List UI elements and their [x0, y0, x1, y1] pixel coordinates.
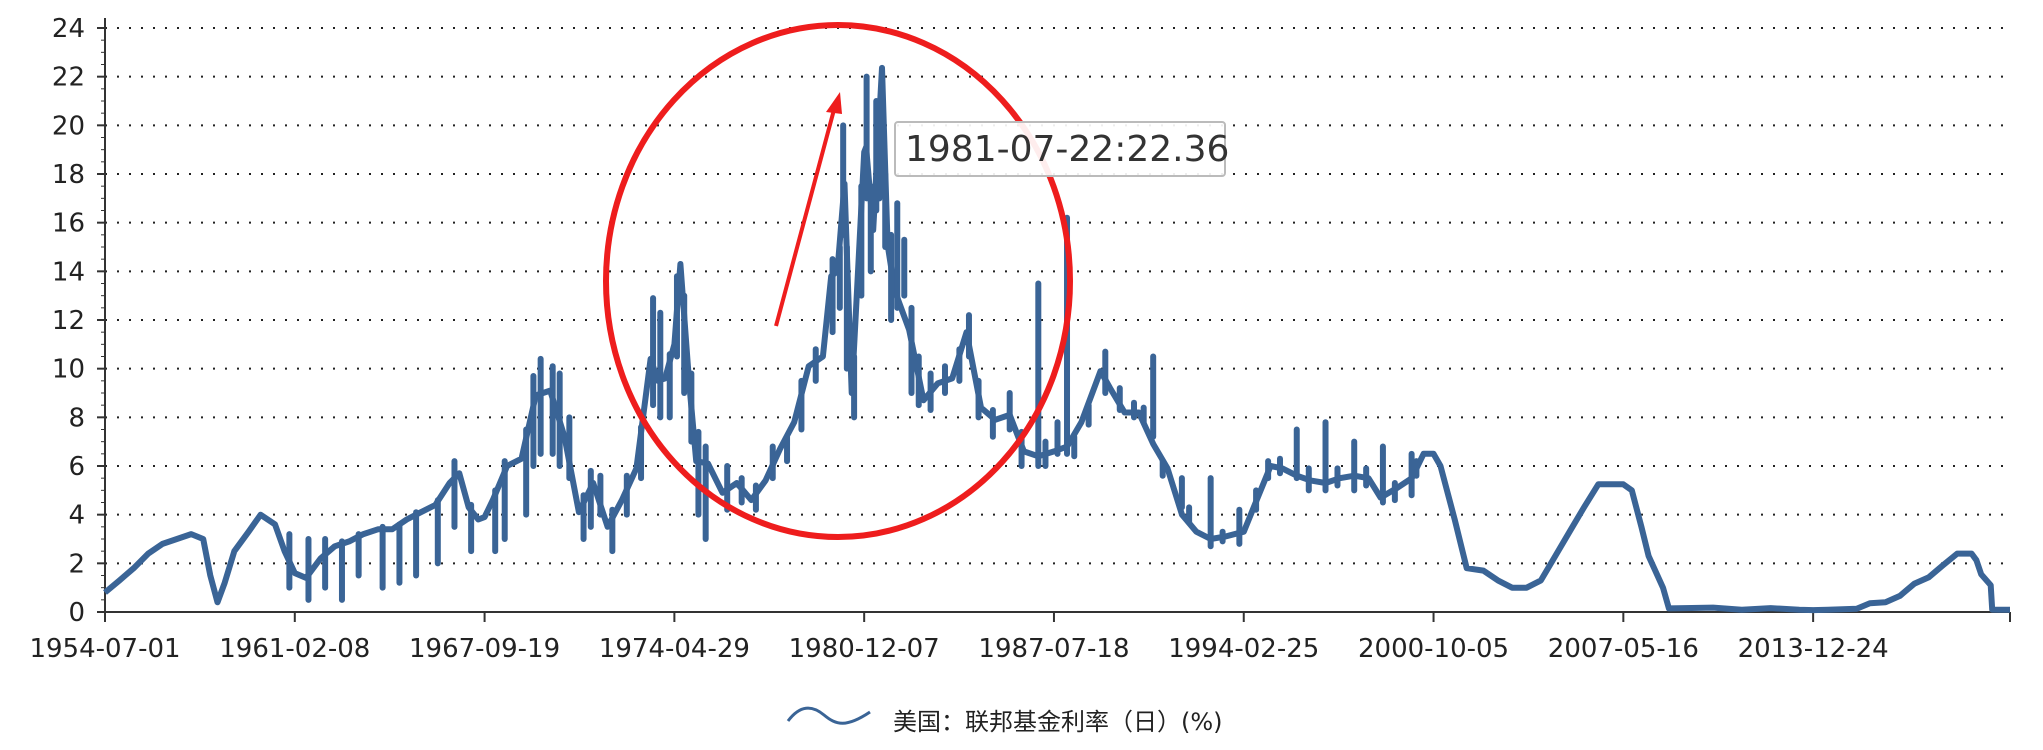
legend[interactable]: 美国：联邦基金利率（日）(%): [786, 706, 1223, 736]
y-tick-label: 8: [68, 403, 85, 433]
legend-line-icon: [786, 706, 871, 725]
axes: [104, 18, 2010, 613]
y-tick-label: 16: [52, 209, 85, 239]
y-tick-label: 4: [68, 501, 85, 531]
x-tick-label: 1994-02-25: [1168, 634, 1319, 664]
y-tick-label: 10: [52, 355, 85, 385]
y-tick-label: 0: [68, 598, 85, 628]
x-tick-label: 2000-10-05: [1358, 634, 1509, 664]
x-tick-label: 1980-12-07: [789, 634, 940, 664]
x-tick-label: 1974-04-29: [599, 634, 750, 664]
y-tick-label: 2: [68, 549, 85, 579]
y-tick-label: 12: [52, 306, 85, 336]
x-tick-label: 1954-07-01: [29, 634, 180, 664]
tooltip-label: 1981-07-22:22.36: [905, 129, 1229, 170]
highlight-circle: [603, 22, 1073, 540]
y-tick-label: 6: [68, 452, 85, 482]
y-tick-label: 14: [52, 257, 85, 287]
x-tick-label: 1961-02-08: [219, 634, 370, 664]
data-tooltip: 1981-07-22:22.36: [894, 121, 1229, 177]
y-tick-label: 22: [52, 63, 85, 93]
x-axis-ticks: 1954-07-01 1961-02-08 1967-09-19 1974-04-29…: [29, 612, 2011, 664]
x-tick-label: 1967-09-19: [409, 634, 560, 664]
y-tick-label: 20: [52, 111, 85, 141]
annotation-arrow-line: [774, 105, 837, 327]
annotation-arrowhead: [826, 92, 842, 114]
x-tick-label: 2007-05-16: [1548, 634, 1699, 664]
tooltip-box: [894, 121, 1226, 177]
x-tick-label: 1987-07-18: [978, 634, 1129, 664]
grid-lines: [105, 27, 2010, 565]
y-tick-label: 18: [52, 160, 85, 190]
x-tick-label: 2013-12-24: [1738, 634, 1889, 664]
legend-series-label: 美国：联邦基金利率（日）(%): [893, 708, 1223, 736]
y-tick-label: 24: [52, 14, 85, 44]
